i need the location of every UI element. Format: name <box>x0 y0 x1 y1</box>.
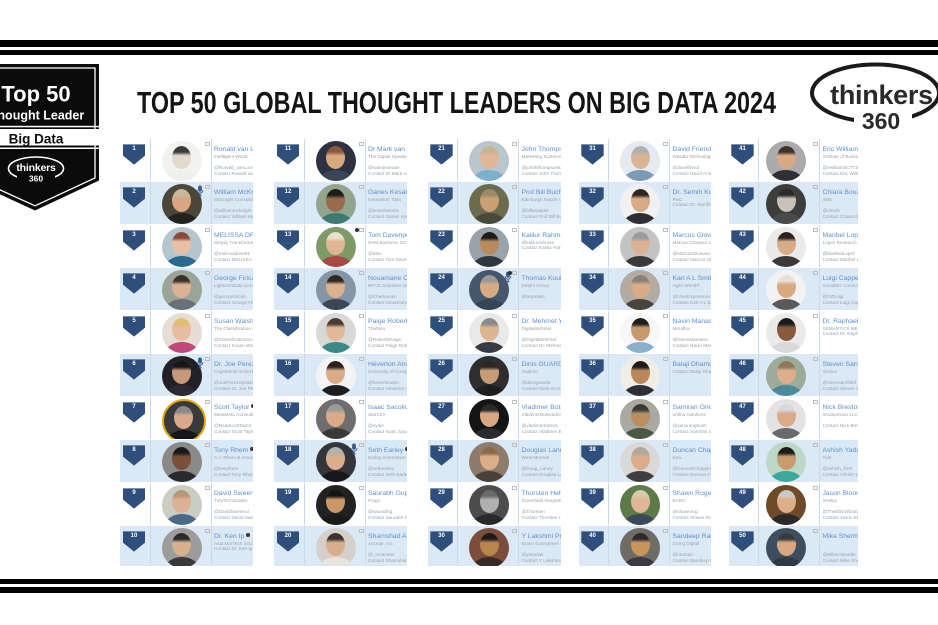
svg-text:Top 50: Top 50 <box>1 81 70 106</box>
svg-text:thinkers: thinkers <box>830 80 933 110</box>
svg-text:thinkers: thinkers <box>16 162 56 174</box>
svg-text:360: 360 <box>862 108 900 134</box>
svg-text:Thought Leader: Thought Leader <box>0 108 84 122</box>
svg-text:360: 360 <box>29 173 43 183</box>
svg-text:Big Data: Big Data <box>9 131 64 146</box>
